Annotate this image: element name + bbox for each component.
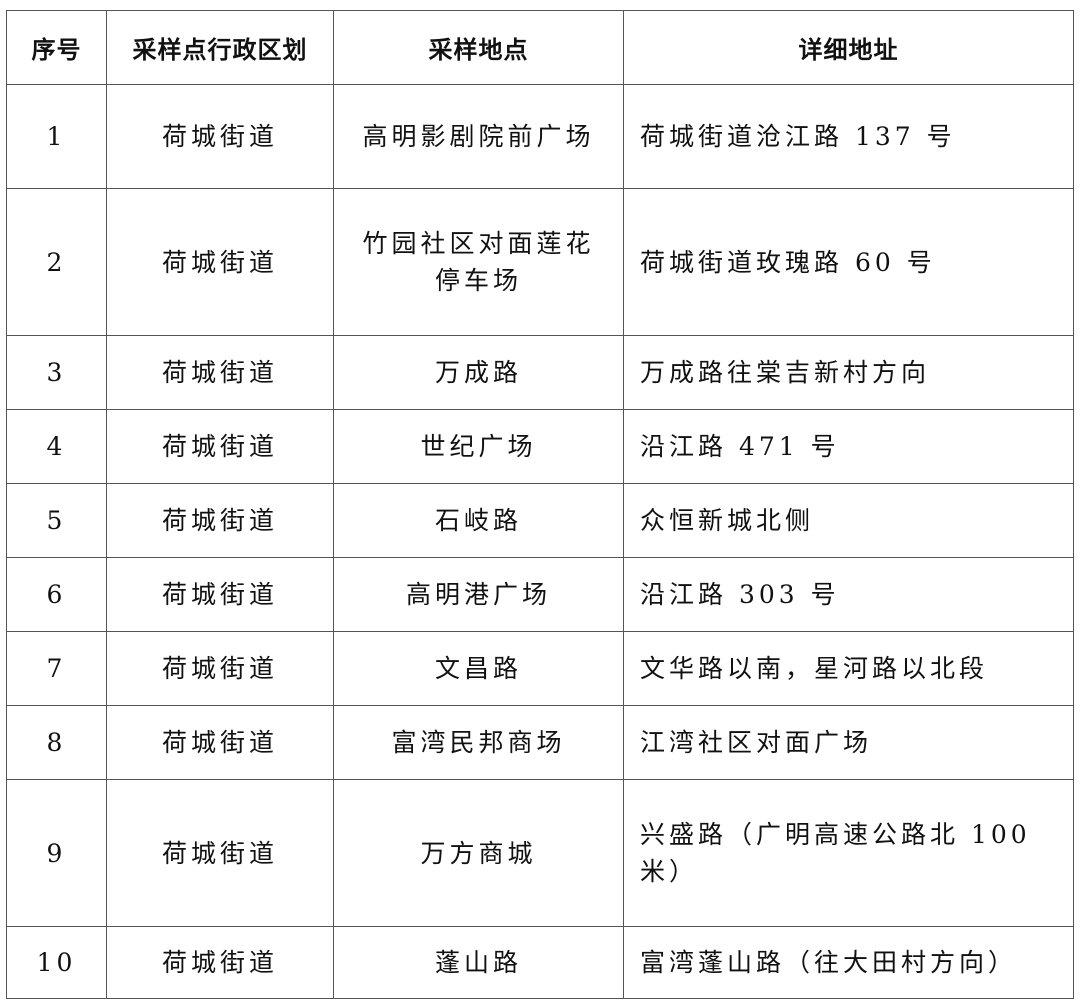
cell-district: 荷城街道: [106, 779, 334, 927]
cell-district: 荷城街道: [106, 557, 334, 632]
table-row: 2 荷城街道 竹园社区对面莲花停车场 荷城街道玫瑰路 60 号: [6, 188, 1074, 336]
cell-district: 荷城街道: [106, 631, 334, 706]
table-row: 8 荷城街道 富湾民邦商场 江湾社区对面广场: [6, 705, 1074, 780]
header-row: 序号 采样点行政区划 采样地点 详细地址: [6, 10, 1074, 85]
cell-district: 荷城街道: [106, 188, 334, 336]
sampling-sites-table: 序号 采样点行政区划 采样地点 详细地址 1 荷城街道 高明影剧院前广场 荷城街道沧江…: [6, 10, 1074, 999]
cell-district: 荷城街道: [106, 705, 334, 780]
cell-no: 2: [6, 188, 107, 336]
cell-site: 世纪广场: [333, 409, 624, 484]
cell-site: 蓬山路: [333, 926, 624, 999]
cell-address: 江湾社区对面广场: [623, 705, 1074, 780]
table-row: 10 荷城街道 蓬山路 富湾蓬山路（往大田村方向）: [6, 926, 1074, 999]
cell-district: 荷城街道: [106, 926, 334, 999]
cell-address: 富湾蓬山路（往大田村方向）: [623, 926, 1074, 999]
cell-no: 4: [6, 409, 107, 484]
cell-no: 6: [6, 557, 107, 632]
cell-district: 荷城街道: [106, 409, 334, 484]
cell-site: 石岐路: [333, 483, 624, 558]
cell-no: 5: [6, 483, 107, 558]
cell-district: 荷城街道: [106, 84, 334, 189]
table-row: 7 荷城街道 文昌路 文华路以南，星河路以北段: [6, 631, 1074, 706]
table-row: 9 荷城街道 万方商城 兴盛路（广明高速公路北 100 米）: [6, 779, 1074, 927]
cell-address: 万成路往棠吉新村方向: [623, 335, 1074, 410]
cell-no: 7: [6, 631, 107, 706]
cell-district: 荷城街道: [106, 483, 334, 558]
cell-no: 9: [6, 779, 107, 927]
cell-no: 8: [6, 705, 107, 780]
cell-site: 高明影剧院前广场: [333, 84, 624, 189]
cell-no: 1: [6, 84, 107, 189]
cell-site: 高明港广场: [333, 557, 624, 632]
cell-address: 荷城街道沧江路 137 号: [623, 84, 1074, 189]
cell-address: 众恒新城北侧: [623, 483, 1074, 558]
cell-address: 荷城街道玫瑰路 60 号: [623, 188, 1074, 336]
cell-district: 荷城街道: [106, 335, 334, 410]
cell-no: 3: [6, 335, 107, 410]
header-district: 采样点行政区划: [106, 10, 334, 85]
table-row: 6 荷城街道 高明港广场 沿江路 303 号: [6, 557, 1074, 632]
cell-site: 万方商城: [333, 779, 624, 927]
cell-no: 10: [6, 926, 107, 999]
cell-address: 沿江路 303 号: [623, 557, 1074, 632]
cell-address: 沿江路 471 号: [623, 409, 1074, 484]
cell-address: 文华路以南，星河路以北段: [623, 631, 1074, 706]
header-site: 采样地点: [333, 10, 624, 85]
cell-address: 兴盛路（广明高速公路北 100 米）: [623, 779, 1074, 927]
cell-site: 富湾民邦商场: [333, 705, 624, 780]
table-row: 4 荷城街道 世纪广场 沿江路 471 号: [6, 409, 1074, 484]
table-row: 1 荷城街道 高明影剧院前广场 荷城街道沧江路 137 号: [6, 84, 1074, 189]
cell-site: 竹园社区对面莲花停车场: [333, 188, 624, 336]
header-address: 详细地址: [623, 10, 1074, 85]
table-row: 3 荷城街道 万成路 万成路往棠吉新村方向: [6, 335, 1074, 410]
cell-site: 万成路: [333, 335, 624, 410]
header-no: 序号: [6, 10, 107, 85]
cell-site: 文昌路: [333, 631, 624, 706]
table-row: 5 荷城街道 石岐路 众恒新城北侧: [6, 483, 1074, 558]
